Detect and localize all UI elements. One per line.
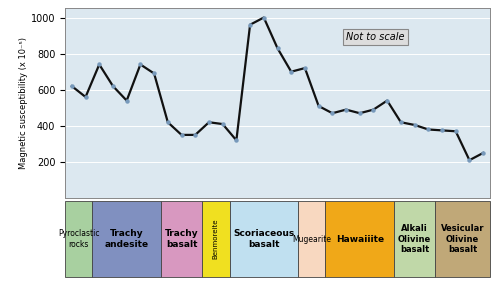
Text: Scoriaceous
basalt: Scoriaceous basalt bbox=[233, 230, 294, 249]
Text: Trachy
basalt: Trachy basalt bbox=[164, 230, 198, 249]
Y-axis label: Magnetic susceptibility (x 10⁻⁵): Magnetic susceptibility (x 10⁻⁵) bbox=[19, 37, 28, 169]
Text: Mugearite: Mugearite bbox=[292, 235, 332, 244]
Text: Alkali
Olivine
basalt: Alkali Olivine basalt bbox=[398, 224, 431, 254]
Text: Trachy
andesite: Trachy andesite bbox=[104, 230, 149, 249]
Text: Benmoreite: Benmoreite bbox=[213, 219, 219, 260]
Text: Pyroclastic
rocks: Pyroclastic rocks bbox=[58, 230, 100, 249]
Text: Not to scale: Not to scale bbox=[346, 32, 405, 42]
Text: Vesicular
Olivine
basalt: Vesicular Olivine basalt bbox=[441, 224, 484, 254]
Text: Hawaiiite: Hawaiiite bbox=[336, 235, 384, 244]
